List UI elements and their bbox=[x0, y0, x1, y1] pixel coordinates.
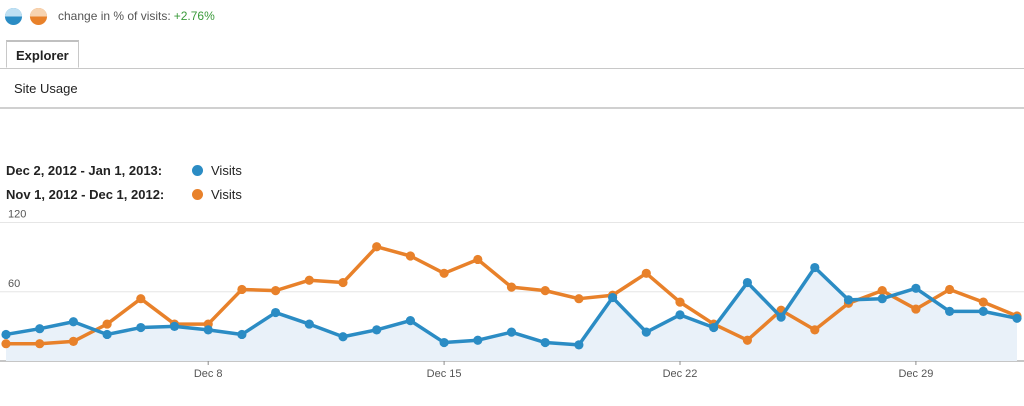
series-0-point bbox=[843, 295, 854, 305]
series-1-point bbox=[911, 304, 921, 314]
series-1-point bbox=[338, 277, 348, 288]
series-1-point bbox=[1, 339, 11, 349]
series-1-point bbox=[978, 297, 988, 307]
series-1-point bbox=[439, 268, 449, 278]
series-0-point bbox=[169, 321, 180, 331]
legend-range-previous: Nov 1, 2012 - Dec 1, 2012: bbox=[6, 186, 165, 202]
series-0-point bbox=[742, 277, 753, 288]
series-0-point bbox=[945, 306, 955, 316]
tab-explorer[interactable]: Explorer bbox=[6, 40, 79, 68]
y-tick-label: 120 bbox=[8, 209, 26, 221]
series-1-point bbox=[810, 325, 820, 335]
x-tick-label: Dec 22 bbox=[663, 368, 698, 380]
subnav: Site Usage bbox=[0, 69, 1024, 109]
x-tick-label: Dec 29 bbox=[898, 368, 933, 380]
series-1-point bbox=[742, 335, 753, 345]
series-0-point bbox=[372, 325, 382, 335]
pie-blue-icon[interactable] bbox=[4, 7, 23, 26]
series-0-point bbox=[68, 317, 78, 327]
series-0-point bbox=[203, 325, 213, 335]
series-1-point bbox=[136, 294, 146, 304]
series-0-point bbox=[405, 316, 415, 326]
change-label: change in % of visits: +2.76% bbox=[58, 9, 215, 23]
series-0-point bbox=[709, 322, 719, 333]
series-0-point bbox=[136, 322, 146, 333]
series-1-point bbox=[372, 242, 382, 252]
series-1-point bbox=[945, 284, 955, 295]
series-0-point bbox=[978, 306, 988, 316]
series-0-point bbox=[675, 310, 685, 320]
series-1-point bbox=[237, 284, 247, 295]
series-1-point bbox=[877, 286, 887, 296]
legend-range-current: Dec 2, 2012 - Jan 1, 2013: bbox=[6, 162, 163, 178]
x-tick-label: Dec 15 bbox=[427, 368, 462, 380]
legend-row-current: Dec 2, 2012 - Jan 1, 2013: Visits bbox=[6, 161, 242, 179]
series-1-point bbox=[574, 294, 584, 304]
series-0-point bbox=[911, 283, 921, 293]
legend-row-previous: Nov 1, 2012 - Dec 1, 2012: Visits bbox=[6, 185, 242, 203]
series-0-point bbox=[506, 327, 517, 337]
change-label-text: change in % of visits: bbox=[58, 9, 171, 23]
change-value: +2.76% bbox=[173, 9, 215, 23]
series-0-point bbox=[877, 294, 887, 304]
series-0-point bbox=[35, 324, 45, 334]
legend-metric-previous[interactable]: Visits bbox=[211, 186, 242, 202]
series-0-point bbox=[102, 329, 112, 340]
y-tick-label: 60 bbox=[8, 278, 20, 290]
legend-dot-previous bbox=[192, 188, 203, 200]
series-0-point bbox=[473, 335, 483, 345]
series-1-point bbox=[506, 282, 517, 292]
series-0-point bbox=[574, 340, 584, 350]
series-0-point bbox=[304, 319, 314, 329]
series-0-point bbox=[439, 337, 449, 348]
series-0-point bbox=[641, 327, 651, 337]
series-1-point bbox=[405, 251, 415, 261]
series-0-point bbox=[810, 262, 820, 273]
series-0-point bbox=[338, 332, 348, 342]
pie-orange-icon[interactable] bbox=[29, 7, 48, 26]
series-1-point bbox=[35, 339, 45, 349]
series-1-point bbox=[641, 268, 651, 278]
series-0-point bbox=[776, 312, 786, 322]
legend-metric-current[interactable]: Visits bbox=[211, 162, 242, 178]
series-0-point bbox=[540, 337, 550, 348]
x-tick-label: Dec 8 bbox=[194, 368, 223, 380]
series-1-point bbox=[473, 254, 483, 265]
series-0-point bbox=[1, 329, 11, 340]
series-1-point bbox=[540, 286, 550, 296]
series-0-point bbox=[271, 307, 281, 318]
header-bar: change in % of visits: +2.76% bbox=[4, 5, 215, 27]
series-0-point bbox=[237, 329, 247, 340]
series-1-point bbox=[68, 336, 78, 346]
series-1-point bbox=[271, 286, 281, 296]
series-1-point bbox=[304, 275, 314, 285]
series-0-area bbox=[6, 267, 1017, 361]
subnav-site-usage[interactable]: Site Usage bbox=[14, 81, 78, 96]
series-0-point bbox=[1012, 313, 1022, 323]
visits-line-chart: 60 120 Dec 8 Dec 15 Dec 22 Dec 29 bbox=[0, 209, 1024, 380]
tab-row: Explorer bbox=[0, 40, 1024, 69]
series-1-point bbox=[675, 297, 685, 307]
legend-dot-current bbox=[192, 164, 203, 176]
series-1-point bbox=[102, 319, 112, 329]
series-0-point bbox=[608, 292, 618, 303]
